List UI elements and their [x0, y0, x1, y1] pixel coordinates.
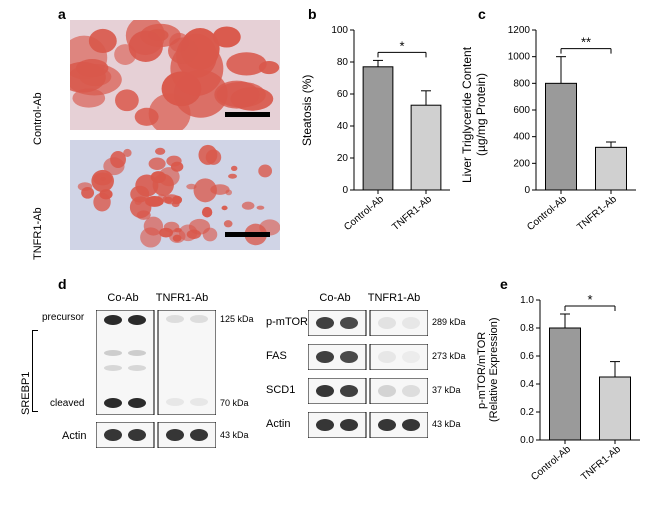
svg-text:**: **: [581, 35, 591, 50]
svg-text:0: 0: [342, 185, 348, 196]
svg-text:0.0: 0.0: [520, 435, 534, 446]
d-right-blot-3: [308, 412, 428, 438]
srebp1-precursor-label: precursor: [42, 312, 84, 323]
d-right-col2: TNFR1-Ab: [364, 292, 424, 304]
svg-text:1.0: 1.0: [520, 295, 534, 306]
srebp1-cleaved-label: cleaved: [50, 398, 84, 409]
d-left-col1: Co-Ab: [98, 292, 148, 304]
panel-b-container: Steatosis (%) 0 20 40 60 80 100 Control-AbTNFR…: [300, 20, 460, 260]
d-right-kda-1: 273 kDa: [432, 351, 466, 361]
svg-text:20: 20: [337, 153, 349, 164]
svg-text:800: 800: [513, 78, 530, 89]
d-right-kda-3: 43 kDa: [432, 419, 461, 429]
srebp1-kda1: 125 kDa: [220, 314, 254, 324]
svg-text:Control-Ab: Control-Ab: [525, 194, 569, 233]
svg-text:0.2: 0.2: [520, 407, 534, 418]
srebp1-bracket: [32, 330, 38, 412]
svg-text:TNFR1-Ab: TNFR1-Ab: [575, 194, 619, 233]
panel-e-ylabel: p-mTOR/mTOR (Relative Expression): [476, 300, 500, 440]
srebp1-side-label: SREBP1: [20, 325, 32, 415]
srebp1-blot: [96, 310, 216, 415]
svg-text:0.6: 0.6: [520, 351, 534, 362]
actin-left-kda: 43 kDa: [220, 430, 249, 440]
srebp1-kda2: 70 kDa: [220, 398, 249, 408]
svg-text:60: 60: [337, 89, 349, 100]
svg-text:Control-Ab: Control-Ab: [529, 444, 573, 483]
d-right-kda-2: 37 kDa: [432, 385, 461, 395]
d-right-col1: Co-Ab: [310, 292, 360, 304]
svg-text:TNFR1-Ab: TNFR1-Ab: [579, 444, 623, 483]
svg-text:400: 400: [513, 132, 530, 143]
svg-text:Control-Ab: Control-Ab: [342, 194, 386, 233]
panel-a-row1-label: Control-Ab: [32, 45, 44, 145]
panel-c-chart: 0 200 400 600 800 1000 1200 Control-AbTNFR1-Ab *…: [496, 20, 646, 260]
d-right-blot-1: [308, 344, 428, 370]
d-right-label-3: Actin: [266, 418, 290, 430]
panel-e-container: p-mTOR/mTOR (Relative Expression) 0.0 0.2…: [476, 290, 650, 510]
d-right-blot-0: [308, 310, 428, 336]
svg-text:1200: 1200: [508, 25, 531, 36]
actin-left-blot: [96, 422, 216, 448]
panel-c-ylabel: Liver Triglyceride Content (µg/mg Protei…: [460, 40, 488, 190]
d-right-blot-2: [308, 378, 428, 404]
panel-b-ylabel: Steatosis (%): [300, 50, 314, 170]
panel-a-image-bottom: [70, 140, 280, 250]
svg-text:0.8: 0.8: [520, 323, 534, 334]
d-right-kda-0: 289 kDa: [432, 317, 466, 327]
panel-a-container: Control-Ab TNFR1-Ab: [30, 20, 290, 260]
svg-text:200: 200: [513, 158, 530, 169]
svg-text:1000: 1000: [508, 52, 531, 63]
d-right-label-2: SCD1: [266, 384, 295, 396]
panel-a-image-top: [70, 20, 280, 130]
svg-text:0.4: 0.4: [520, 379, 534, 390]
svg-text:0: 0: [524, 185, 530, 196]
svg-text:40: 40: [337, 121, 349, 132]
d-right-label-1: FAS: [266, 350, 287, 362]
panel-a-row2-label: TNFR1-Ab: [32, 160, 44, 260]
svg-text:TNFR1-Ab: TNFR1-Ab: [390, 194, 434, 233]
svg-text:100: 100: [331, 25, 348, 36]
svg-text:*: *: [587, 292, 592, 307]
d-right-label-0: p-mTOR: [266, 316, 308, 328]
d-left-col2: TNFR1-Ab: [152, 292, 212, 304]
svg-text:*: *: [399, 38, 404, 53]
panel-c-container: Liver Triglyceride Content (µg/mg Protei…: [460, 20, 650, 260]
svg-text:600: 600: [513, 105, 530, 116]
panel-d-container: SREBP1 Co-Ab TNFR1-Ab precursor cleaved …: [20, 290, 470, 500]
svg-text:80: 80: [337, 57, 349, 68]
panel-b-chart: 0 20 40 60 80 100 Control-AbTNFR1-Ab *: [324, 20, 460, 260]
actin-left-label: Actin: [62, 430, 86, 442]
panel-e-chart: 0.0 0.2 0.4 0.6 0.8 1.0 Control-AbTNFR1-Ab *: [506, 290, 650, 510]
